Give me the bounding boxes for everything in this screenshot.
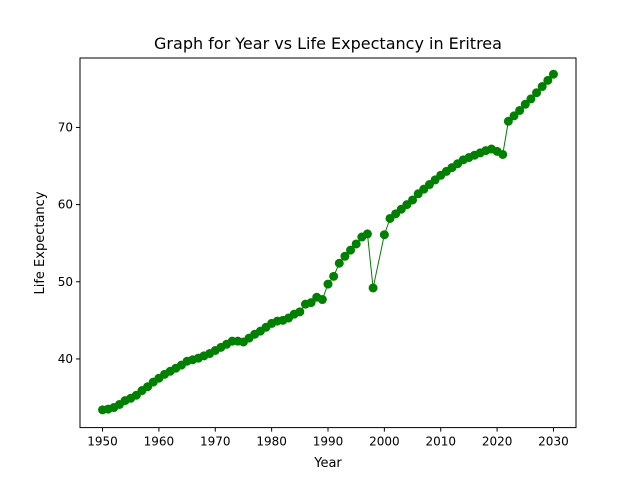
x-tick-label: 1950 xyxy=(87,435,118,449)
x-axis-label: Year xyxy=(313,456,342,471)
x-tick-label: 1980 xyxy=(256,435,287,449)
data-point xyxy=(537,82,547,92)
data-point xyxy=(408,195,418,205)
data-point xyxy=(543,75,553,85)
data-point xyxy=(509,111,519,121)
y-tick-label: 50 xyxy=(58,275,73,289)
x-tick-label: 2010 xyxy=(425,435,456,449)
x-tick-label: 2000 xyxy=(369,435,400,449)
data-point xyxy=(346,245,356,255)
data-point xyxy=(295,307,305,317)
data-point xyxy=(334,258,344,268)
data-point xyxy=(520,99,530,109)
y-axis-label: Life Expectancy xyxy=(33,191,48,294)
chart-title: Graph for Year vs Life Expectancy in Eri… xyxy=(154,34,502,53)
data-point xyxy=(548,69,558,79)
data-point xyxy=(323,279,333,289)
data-point xyxy=(340,251,350,261)
x-tick-label: 2030 xyxy=(538,435,569,449)
data-point xyxy=(362,229,372,239)
y-tick-label: 70 xyxy=(58,120,73,134)
y-tick-label: 40 xyxy=(58,352,73,366)
y-tick-label: 60 xyxy=(58,198,73,212)
data-point xyxy=(515,105,525,115)
data-point xyxy=(526,94,536,104)
data-series xyxy=(98,69,558,415)
x-tick-label: 2020 xyxy=(482,435,513,449)
axes-frame xyxy=(79,57,577,429)
data-point xyxy=(351,239,361,249)
axis-ticks: 1950 1960 1970 1980 1990 2000 2010 2020 2030 40 50… xyxy=(58,120,569,448)
data-point xyxy=(379,230,389,240)
data-point xyxy=(317,295,327,305)
x-tick-label: 1970 xyxy=(200,435,231,449)
data-point xyxy=(532,88,542,98)
data-point xyxy=(503,116,513,126)
data-point xyxy=(329,271,339,281)
x-tick-label: 1960 xyxy=(144,435,175,449)
data-point xyxy=(368,283,378,293)
data-point xyxy=(498,149,508,159)
data-point xyxy=(306,298,316,308)
x-tick-label: 1990 xyxy=(313,435,344,449)
